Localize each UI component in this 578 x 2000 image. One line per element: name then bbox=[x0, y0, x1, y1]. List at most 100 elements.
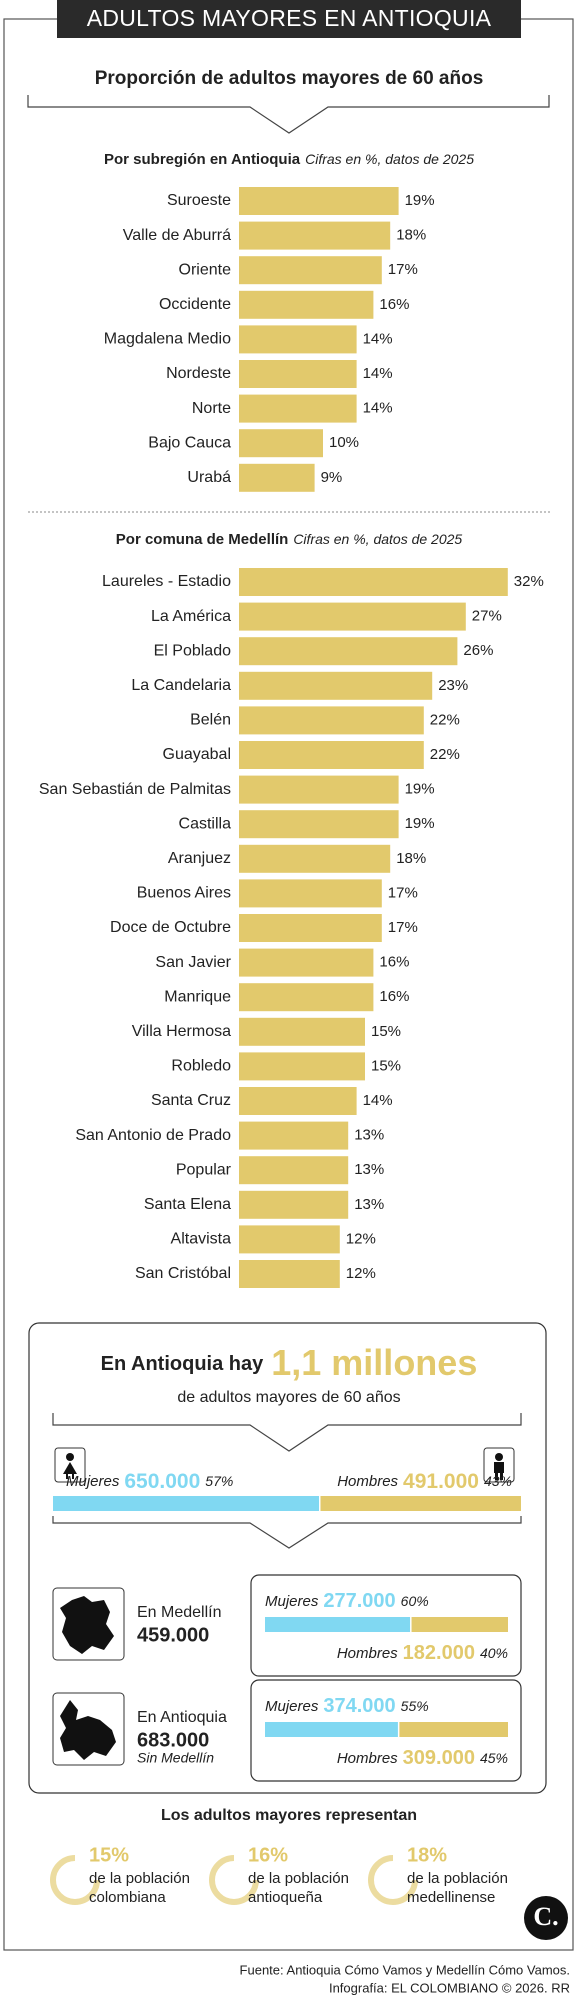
share-label: 60% bbox=[401, 1593, 429, 1609]
value-label: 22% bbox=[430, 746, 460, 763]
value-label: 15% bbox=[371, 1023, 401, 1040]
share-line: Mujeres 374.000 55% bbox=[265, 1695, 429, 1717]
bar bbox=[239, 1190, 349, 1219]
represent-percent: 15% bbox=[89, 1844, 129, 1866]
summary-caption: de adultos mayores de 60 años bbox=[177, 1389, 400, 1406]
category-label: Popular bbox=[176, 1161, 232, 1178]
chart-title: Por subregión en Antioquia Cifras en %, d… bbox=[104, 151, 474, 168]
category-label: Castilla bbox=[179, 815, 232, 832]
represent-line: de la población bbox=[89, 1870, 190, 1887]
header-bar bbox=[57, 0, 521, 38]
category-label: Manrique bbox=[164, 988, 231, 1005]
value-label: 14% bbox=[363, 365, 393, 382]
category-label: Occidente bbox=[159, 296, 231, 313]
chart-title: Por comuna de Medellín Cifras en %, datos… bbox=[116, 531, 463, 548]
bar bbox=[239, 1017, 365, 1046]
share-line: Hombres 491.000 43% bbox=[337, 1470, 512, 1493]
region-box bbox=[250, 1574, 522, 1677]
men-bar bbox=[410, 1617, 508, 1632]
bracket bbox=[52, 1516, 522, 1549]
category-label: Bajo Cauca bbox=[148, 434, 231, 451]
ring bbox=[50, 1855, 100, 1905]
value-label: 16% bbox=[379, 954, 409, 971]
region-note: Sin Medellín bbox=[137, 1750, 214, 1766]
bar bbox=[239, 290, 374, 319]
value-label: 19% bbox=[405, 781, 435, 798]
men-bar bbox=[398, 1722, 508, 1737]
value-label: 10% bbox=[329, 434, 359, 451]
category-label: San Sebastián de Palmitas bbox=[39, 781, 231, 798]
sex-label: Hombres bbox=[337, 1750, 398, 1767]
category-label: Aranjuez bbox=[168, 850, 231, 867]
value-label: 18% bbox=[396, 850, 426, 867]
bar bbox=[239, 775, 399, 804]
value-label: 18% bbox=[396, 227, 426, 244]
women-bar bbox=[265, 1617, 411, 1632]
share-label: 40% bbox=[480, 1645, 508, 1661]
share-label: 55% bbox=[401, 1698, 429, 1714]
share-label: 57% bbox=[205, 1473, 233, 1489]
count: 277.000 bbox=[323, 1590, 395, 1612]
woman-icon bbox=[54, 1447, 86, 1483]
bar bbox=[239, 671, 433, 700]
summary-highlight: 1,1 millones bbox=[271, 1342, 477, 1383]
count: 650.000 bbox=[124, 1470, 200, 1493]
summary-box bbox=[28, 1322, 547, 1794]
category-label: San Javier bbox=[155, 954, 231, 971]
chart-title-main: Por subregión en Antioquia bbox=[104, 151, 301, 168]
chart-subtitle: Cifras en %, datos de 2025 bbox=[293, 531, 462, 547]
value-label: 17% bbox=[388, 261, 418, 278]
share-line: Hombres 309.000 45% bbox=[337, 1747, 508, 1769]
category-label: Robledo bbox=[171, 1058, 231, 1075]
category-label: Santa Elena bbox=[144, 1196, 231, 1213]
represent-line: antioqueña bbox=[248, 1889, 323, 1906]
summary-heading-text: En Antioquia hay bbox=[101, 1353, 264, 1375]
represent-line: medellinense bbox=[407, 1889, 495, 1906]
value-label: 27% bbox=[472, 608, 502, 625]
category-label: Oriente bbox=[179, 261, 232, 278]
bar bbox=[239, 706, 424, 735]
bar bbox=[239, 463, 315, 492]
bar bbox=[239, 221, 391, 250]
sex-label: Hombres bbox=[337, 1645, 398, 1662]
bar bbox=[239, 844, 391, 873]
category-label: Doce de Octubre bbox=[110, 919, 231, 936]
value-label: 22% bbox=[430, 711, 460, 728]
represent-line: de la población bbox=[407, 1870, 508, 1887]
medellin-map bbox=[52, 1587, 125, 1661]
value-label: 16% bbox=[379, 988, 409, 1005]
value-label: 12% bbox=[346, 1230, 376, 1247]
value-label: 13% bbox=[354, 1127, 384, 1144]
share-line: Mujeres 650.000 57% bbox=[66, 1470, 233, 1493]
value-label: 13% bbox=[354, 1196, 384, 1213]
ring bbox=[368, 1855, 418, 1905]
credit: Infografía: EL COLOMBIANO © 2026. RR bbox=[329, 1980, 570, 1995]
bar bbox=[239, 394, 357, 423]
category-label: Valle de Aburrá bbox=[123, 227, 231, 244]
bar bbox=[239, 325, 357, 354]
bar bbox=[239, 187, 399, 215]
category-label: Altavista bbox=[171, 1231, 232, 1248]
value-label: 9% bbox=[321, 469, 343, 486]
count: 309.000 bbox=[403, 1747, 475, 1769]
bar bbox=[239, 360, 357, 388]
category-label: Urabá bbox=[187, 469, 231, 486]
bracket bbox=[52, 1413, 522, 1452]
bar bbox=[239, 568, 508, 596]
man-icon bbox=[483, 1447, 515, 1483]
bar bbox=[239, 914, 382, 942]
count: 182.000 bbox=[403, 1642, 475, 1664]
bar bbox=[239, 1121, 349, 1150]
bar bbox=[239, 983, 374, 1012]
value-label: 19% bbox=[405, 815, 435, 832]
bar bbox=[239, 429, 323, 458]
category-label: La América bbox=[151, 608, 231, 625]
bar bbox=[239, 1052, 365, 1081]
value-label: 14% bbox=[363, 330, 393, 347]
share-label: 43% bbox=[484, 1473, 512, 1489]
category-label: El Poblado bbox=[154, 642, 231, 659]
bar bbox=[239, 1260, 340, 1288]
value-label: 19% bbox=[405, 192, 435, 209]
category-label: Suroeste bbox=[167, 192, 231, 209]
